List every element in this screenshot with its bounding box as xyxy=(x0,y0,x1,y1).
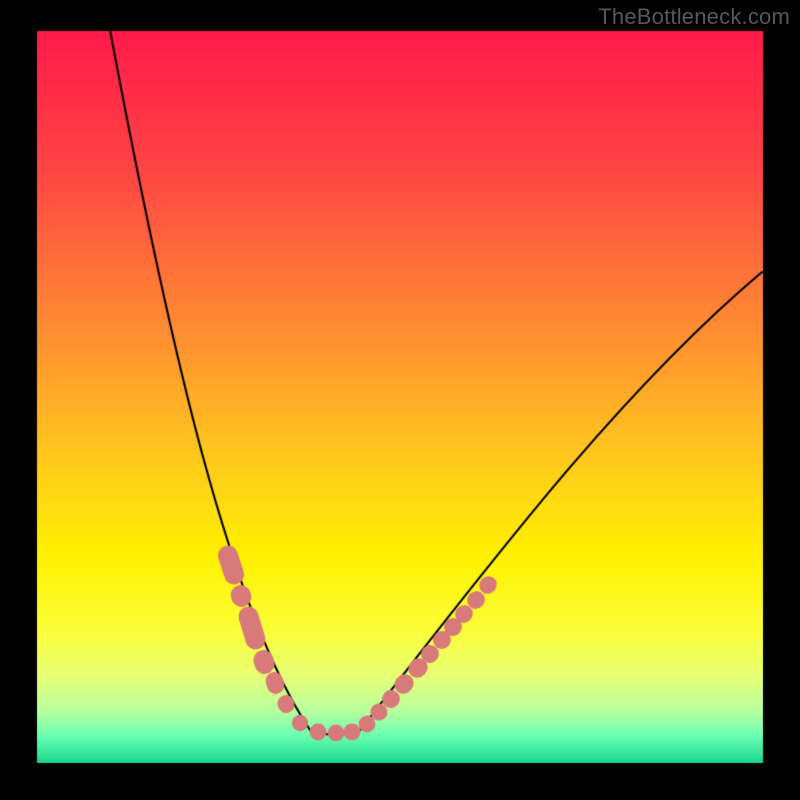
chart-canvas xyxy=(0,0,800,800)
chart-stage: TheBottleneck.com xyxy=(0,0,800,800)
watermark-text: TheBottleneck.com xyxy=(598,4,790,30)
